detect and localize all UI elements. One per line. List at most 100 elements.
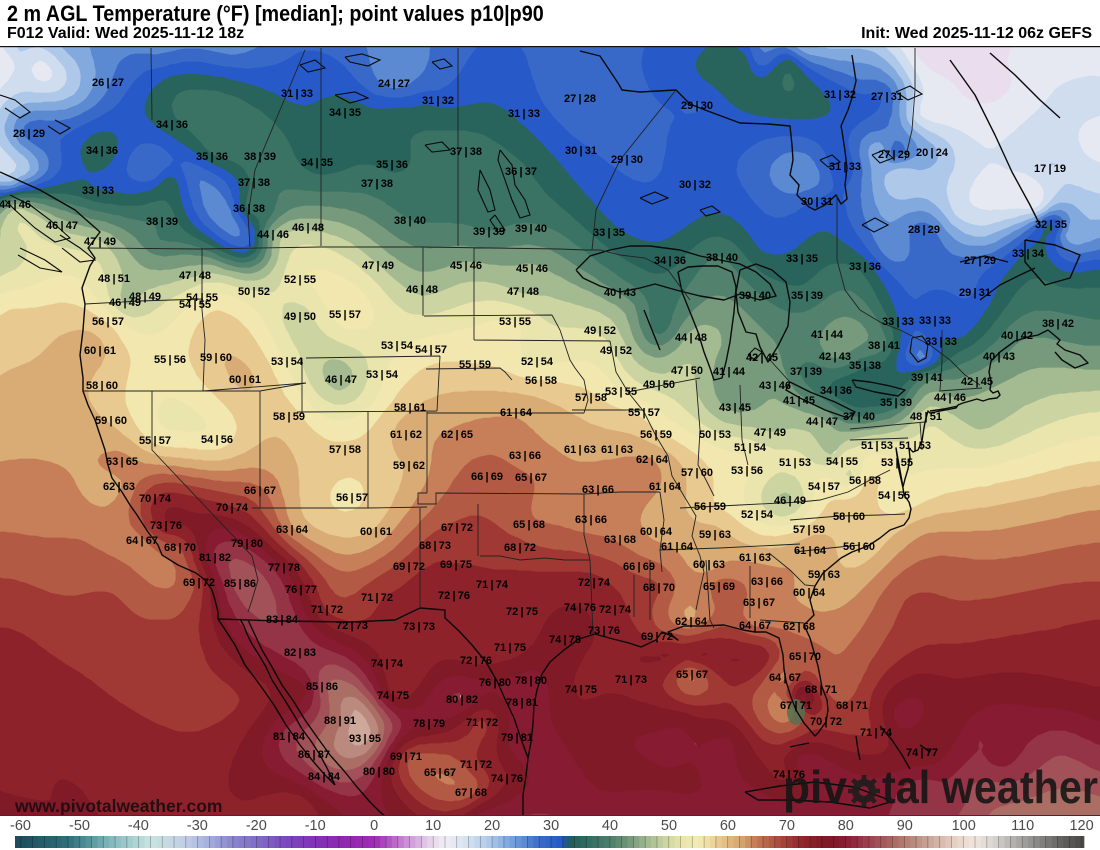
svg-text:59 | 60: 59 | 60 xyxy=(95,415,127,427)
svg-text:34 | 36: 34 | 36 xyxy=(86,145,118,157)
svg-text:57 | 58: 57 | 58 xyxy=(329,444,361,456)
svg-text:68 | 72: 68 | 72 xyxy=(504,542,536,554)
svg-text:43 | 46: 43 | 46 xyxy=(759,380,791,392)
svg-text:85 | 86: 85 | 86 xyxy=(224,578,256,590)
svg-text:27 | 28: 27 | 28 xyxy=(564,93,596,105)
svg-text:62 | 68: 62 | 68 xyxy=(783,621,815,633)
svg-text:47 | 49: 47 | 49 xyxy=(84,236,116,248)
svg-text:81 | 82: 81 | 82 xyxy=(199,552,231,564)
svg-text:47 | 48: 47 | 48 xyxy=(507,286,539,298)
svg-text:74 | 76: 74 | 76 xyxy=(773,769,805,781)
svg-text:27 | 29: 27 | 29 xyxy=(878,149,910,161)
svg-text:45 | 46: 45 | 46 xyxy=(516,263,548,275)
svg-text:55 | 59: 55 | 59 xyxy=(459,359,491,371)
svg-text:68 | 70: 68 | 70 xyxy=(643,582,675,594)
svg-text:38 | 40: 38 | 40 xyxy=(706,252,738,264)
svg-text:84 | 84: 84 | 84 xyxy=(308,771,341,783)
svg-text:31 | 32: 31 | 32 xyxy=(422,95,454,107)
svg-text:35 | 39: 35 | 39 xyxy=(791,290,823,302)
svg-text:65 | 67: 65 | 67 xyxy=(676,669,708,681)
svg-text:46 | 49: 46 | 49 xyxy=(109,297,141,309)
svg-text:68 | 73: 68 | 73 xyxy=(419,540,451,552)
svg-text:46 | 48: 46 | 48 xyxy=(406,284,438,296)
svg-text:79 | 81: 79 | 81 xyxy=(501,732,533,744)
svg-text:57 | 59: 57 | 59 xyxy=(793,524,825,536)
svg-text:74 | 77: 74 | 77 xyxy=(906,747,938,759)
svg-text:37 | 40: 37 | 40 xyxy=(843,411,875,423)
svg-text:54 | 57: 54 | 57 xyxy=(415,344,447,356)
svg-text:74 | 76: 74 | 76 xyxy=(491,773,523,785)
svg-text:59 | 60: 59 | 60 xyxy=(200,352,232,364)
svg-text:47 | 49: 47 | 49 xyxy=(754,427,786,439)
svg-text:71 | 72: 71 | 72 xyxy=(361,592,393,604)
svg-text:38 | 39: 38 | 39 xyxy=(244,151,276,163)
svg-text:80 | 82: 80 | 82 xyxy=(446,694,478,706)
svg-text:39 | 39: 39 | 39 xyxy=(473,226,505,238)
svg-text:63 | 66: 63 | 66 xyxy=(751,576,783,588)
svg-text:47 | 50: 47 | 50 xyxy=(671,365,703,377)
svg-text:38 | 40: 38 | 40 xyxy=(394,215,426,227)
svg-text:56 | 58: 56 | 58 xyxy=(849,475,881,487)
svg-text:71 | 74: 71 | 74 xyxy=(476,579,509,591)
svg-text:69 | 72: 69 | 72 xyxy=(641,631,673,643)
svg-text:56 | 57: 56 | 57 xyxy=(336,492,368,504)
svg-text:73 | 73: 73 | 73 xyxy=(403,621,435,633)
svg-text:63 | 64: 63 | 64 xyxy=(276,524,309,536)
svg-text:33 | 33: 33 | 33 xyxy=(919,315,951,327)
svg-text:93 | 95: 93 | 95 xyxy=(349,733,381,745)
svg-text:71 | 72: 71 | 72 xyxy=(311,604,343,616)
svg-text:71 | 73: 71 | 73 xyxy=(615,674,647,686)
svg-text:27 | 31: 27 | 31 xyxy=(871,91,903,103)
svg-text:81 | 84: 81 | 84 xyxy=(273,731,306,743)
svg-text:42 | 45: 42 | 45 xyxy=(746,352,778,364)
svg-text:34 | 36: 34 | 36 xyxy=(820,385,852,397)
svg-text:37 | 38: 37 | 38 xyxy=(238,177,270,189)
svg-text:56 | 59: 56 | 59 xyxy=(640,429,672,441)
svg-text:31 | 33: 31 | 33 xyxy=(508,108,540,120)
svg-text:49 | 52: 49 | 52 xyxy=(600,345,632,357)
svg-text:28 | 29: 28 | 29 xyxy=(13,128,45,140)
svg-text:38 | 42: 38 | 42 xyxy=(1042,318,1074,330)
svg-text:51 | 53: 51 | 53 xyxy=(861,440,893,452)
svg-text:68 | 71: 68 | 71 xyxy=(836,700,868,712)
svg-text:41 | 44: 41 | 44 xyxy=(811,329,844,341)
svg-text:58 | 61: 58 | 61 xyxy=(394,402,426,414)
svg-text:71 | 72: 71 | 72 xyxy=(466,717,498,729)
svg-text:31 | 33: 31 | 33 xyxy=(829,161,861,173)
svg-text:44 | 46: 44 | 46 xyxy=(934,392,966,404)
svg-text:71 | 74: 71 | 74 xyxy=(860,727,893,739)
svg-text:69 | 72: 69 | 72 xyxy=(183,577,215,589)
svg-text:26 | 27: 26 | 27 xyxy=(92,77,124,89)
svg-text:72 | 75: 72 | 75 xyxy=(506,606,538,618)
svg-text:58 | 60: 58 | 60 xyxy=(833,511,865,523)
svg-text:37 | 39: 37 | 39 xyxy=(790,366,822,378)
svg-text:40 | 43: 40 | 43 xyxy=(983,351,1015,363)
svg-text:29 | 30: 29 | 30 xyxy=(611,154,643,166)
svg-text:61 | 63: 61 | 63 xyxy=(564,444,596,456)
svg-text:72 | 74: 72 | 74 xyxy=(578,577,611,589)
svg-text:44 | 46: 44 | 46 xyxy=(0,199,31,211)
svg-text:69 | 75: 69 | 75 xyxy=(440,559,472,571)
svg-text:63 | 65: 63 | 65 xyxy=(106,456,138,468)
svg-text:33 | 34: 33 | 34 xyxy=(1012,248,1045,260)
svg-text:67 | 71: 67 | 71 xyxy=(780,700,812,712)
svg-text:www.pivotalweather.com: www.pivotalweather.com xyxy=(14,796,222,816)
svg-text:56 | 59: 56 | 59 xyxy=(694,501,726,513)
svg-text:38 | 39: 38 | 39 xyxy=(146,216,178,228)
svg-text:70 | 74: 70 | 74 xyxy=(139,493,172,505)
svg-text:35 | 36: 35 | 36 xyxy=(196,151,228,163)
svg-text:46 | 49: 46 | 49 xyxy=(774,495,806,507)
svg-text:36 | 38: 36 | 38 xyxy=(233,203,265,215)
svg-text:74 | 76: 74 | 76 xyxy=(564,602,596,614)
svg-text:piv: piv xyxy=(783,761,847,813)
svg-text:61 | 64: 61 | 64 xyxy=(794,545,827,557)
svg-text:55 | 57: 55 | 57 xyxy=(329,309,361,321)
svg-text:49 | 50: 49 | 50 xyxy=(284,311,316,323)
svg-text:65 | 67: 65 | 67 xyxy=(515,472,547,484)
svg-text:38 | 41: 38 | 41 xyxy=(868,340,900,352)
svg-text:53 | 54: 53 | 54 xyxy=(381,340,414,352)
svg-text:30 | 31: 30 | 31 xyxy=(565,145,597,157)
svg-text:29 | 31: 29 | 31 xyxy=(959,287,991,299)
svg-text:82 | 83: 82 | 83 xyxy=(284,647,316,659)
svg-text:51 | 53: 51 | 53 xyxy=(899,440,931,452)
